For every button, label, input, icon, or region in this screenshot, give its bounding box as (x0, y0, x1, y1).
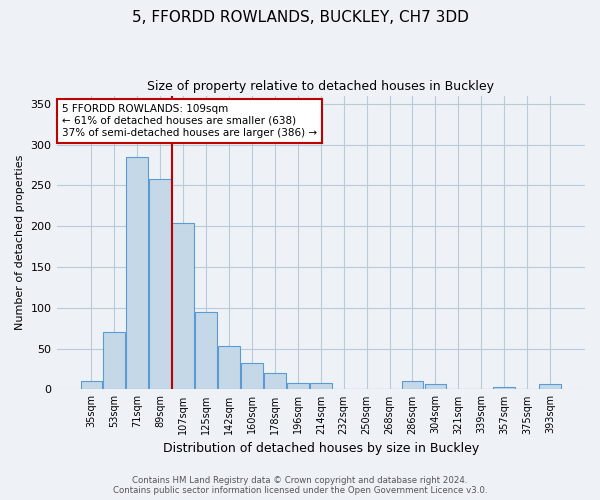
Title: Size of property relative to detached houses in Buckley: Size of property relative to detached ho… (147, 80, 494, 93)
Bar (127, 157, 148, 390)
Bar (149, 179, 171, 390)
Bar (287, 383, 309, 390)
Bar (172, 223, 194, 390)
Bar (493, 387, 515, 390)
Bar (195, 312, 217, 390)
X-axis label: Distribution of detached houses by size in Buckley: Distribution of detached houses by size … (163, 442, 479, 455)
Bar (264, 373, 286, 390)
Bar (310, 383, 332, 390)
Bar (80, 382, 103, 390)
Bar (241, 364, 263, 390)
Bar (539, 384, 561, 390)
Y-axis label: Number of detached properties: Number of detached properties (15, 155, 25, 330)
Bar (218, 346, 240, 390)
Bar (103, 332, 125, 390)
Bar (401, 382, 424, 390)
Text: Contains HM Land Registry data © Crown copyright and database right 2024.
Contai: Contains HM Land Registry data © Crown c… (113, 476, 487, 495)
Text: 5 FFORDD ROWLANDS: 109sqm
← 61% of detached houses are smaller (638)
37% of semi: 5 FFORDD ROWLANDS: 109sqm ← 61% of detac… (62, 104, 317, 138)
Bar (425, 384, 446, 390)
Text: 5, FFORDD ROWLANDS, BUCKLEY, CH7 3DD: 5, FFORDD ROWLANDS, BUCKLEY, CH7 3DD (131, 10, 469, 25)
